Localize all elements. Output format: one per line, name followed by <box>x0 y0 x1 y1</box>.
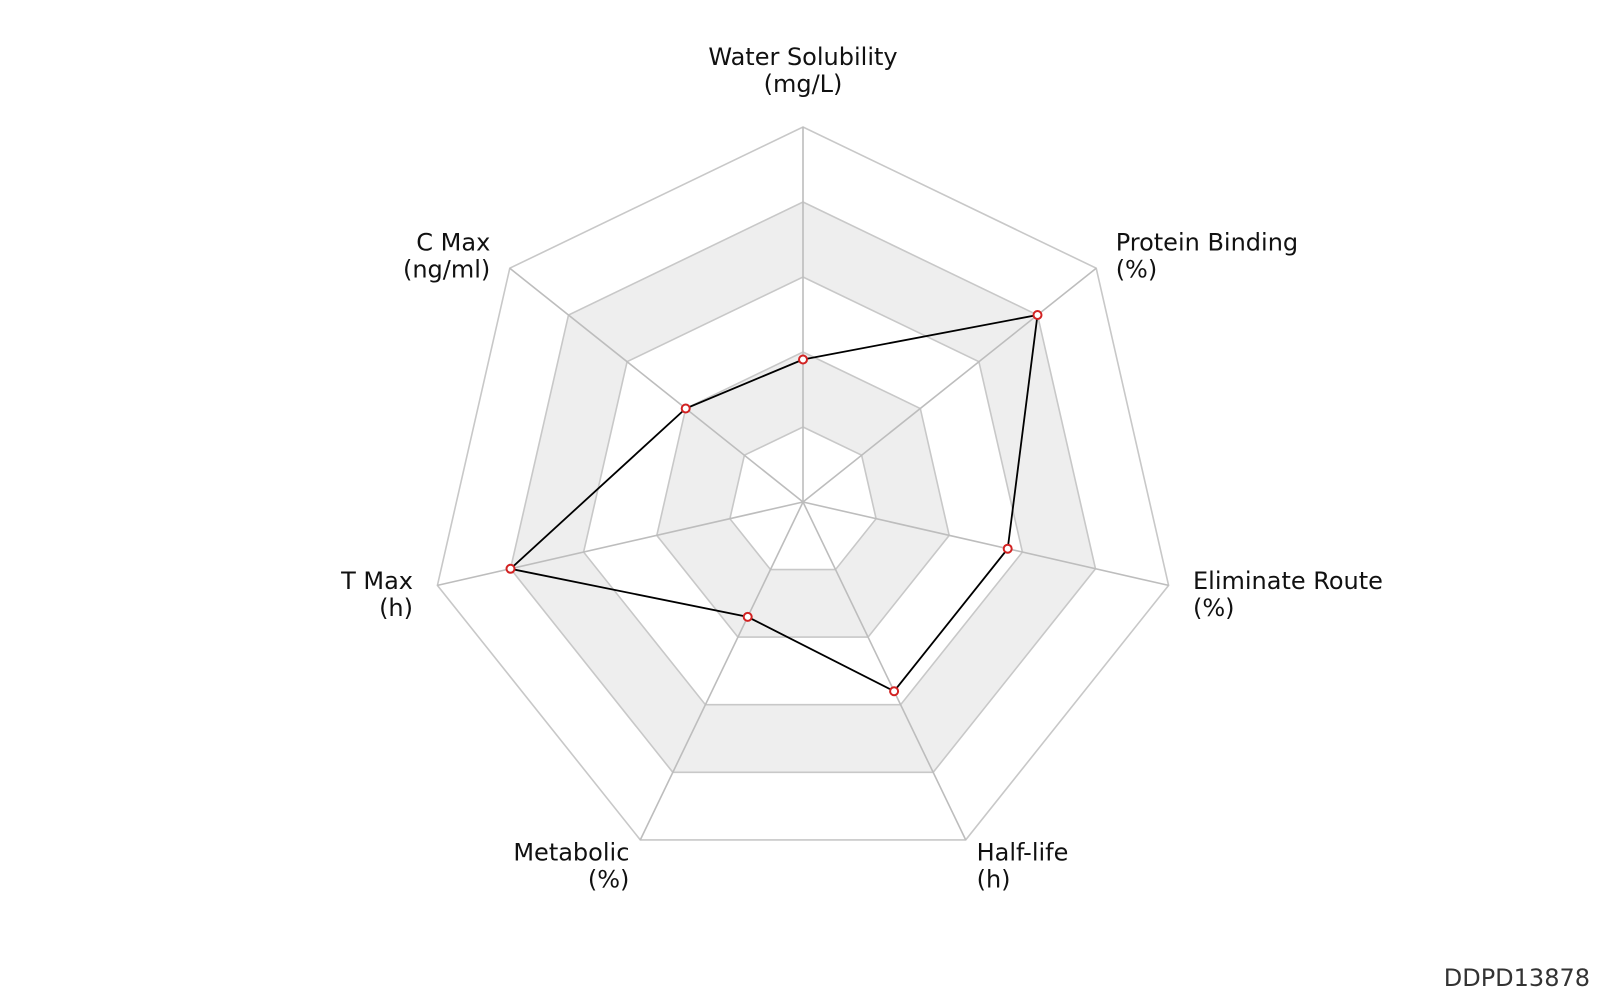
axis-labels: Water Solubility (mg/L)Protein Binding (%)… <box>340 43 1383 893</box>
axis-name: Eliminate Route <box>1193 567 1383 595</box>
grid-ring <box>436 126 1170 841</box>
axis-name: Protein Binding <box>1116 229 1298 257</box>
axis-label: Eliminate Route (%) <box>1193 567 1383 622</box>
grid-ring <box>509 201 1097 774</box>
data-point <box>889 686 900 697</box>
series-line <box>508 313 1039 693</box>
axis-unit: (mg/L) <box>764 70 843 98</box>
axis-name: Water Solubility <box>708 43 897 71</box>
data-point <box>1032 310 1043 320</box>
axis-spoke <box>437 501 804 587</box>
grid-ring <box>655 351 951 638</box>
axis-spoke <box>802 267 1097 503</box>
axis-unit: (%) <box>588 865 630 893</box>
data-point <box>742 611 753 622</box>
axis-name: Half-life <box>977 838 1069 866</box>
data-point <box>798 354 808 365</box>
axis-spoke <box>802 501 967 841</box>
grid-ring <box>729 426 877 571</box>
axis-label: Water Solubility (mg/L) <box>708 43 897 98</box>
axis-name: Metabolic <box>513 838 629 866</box>
axis-label: Protein Binding (%) <box>1116 229 1298 284</box>
grid-rings <box>436 126 1170 841</box>
axis-spokes <box>437 127 1169 841</box>
axis-spoke <box>639 501 804 841</box>
axis-spoke <box>509 267 804 503</box>
grid-bands <box>510 202 1096 773</box>
axis-label: Metabolic (%) <box>513 838 629 893</box>
axis-unit: (%) <box>1116 256 1158 284</box>
axis-label: Half-life (h) <box>977 838 1069 893</box>
grid-band <box>656 352 950 638</box>
data-point <box>1002 543 1013 554</box>
data-point <box>505 563 516 574</box>
axis-unit: (h) <box>977 865 1011 893</box>
axis-unit: (h) <box>379 594 413 622</box>
axis-label: C Max (ng/ml) <box>403 229 490 284</box>
data-point <box>680 403 691 414</box>
figure-id: DDPD13878 <box>1443 964 1590 992</box>
axis-name: C Max <box>416 229 490 257</box>
series-layer <box>505 310 1043 697</box>
axis-unit: (ng/ml) <box>403 256 490 284</box>
grid-band <box>510 202 1096 773</box>
grid-ring <box>582 276 1024 706</box>
axis-spoke <box>802 501 1169 587</box>
axis-name: T Max <box>340 567 413 595</box>
axis-label: T Max (h) <box>340 567 413 622</box>
axis-unit: (%) <box>1193 594 1235 622</box>
